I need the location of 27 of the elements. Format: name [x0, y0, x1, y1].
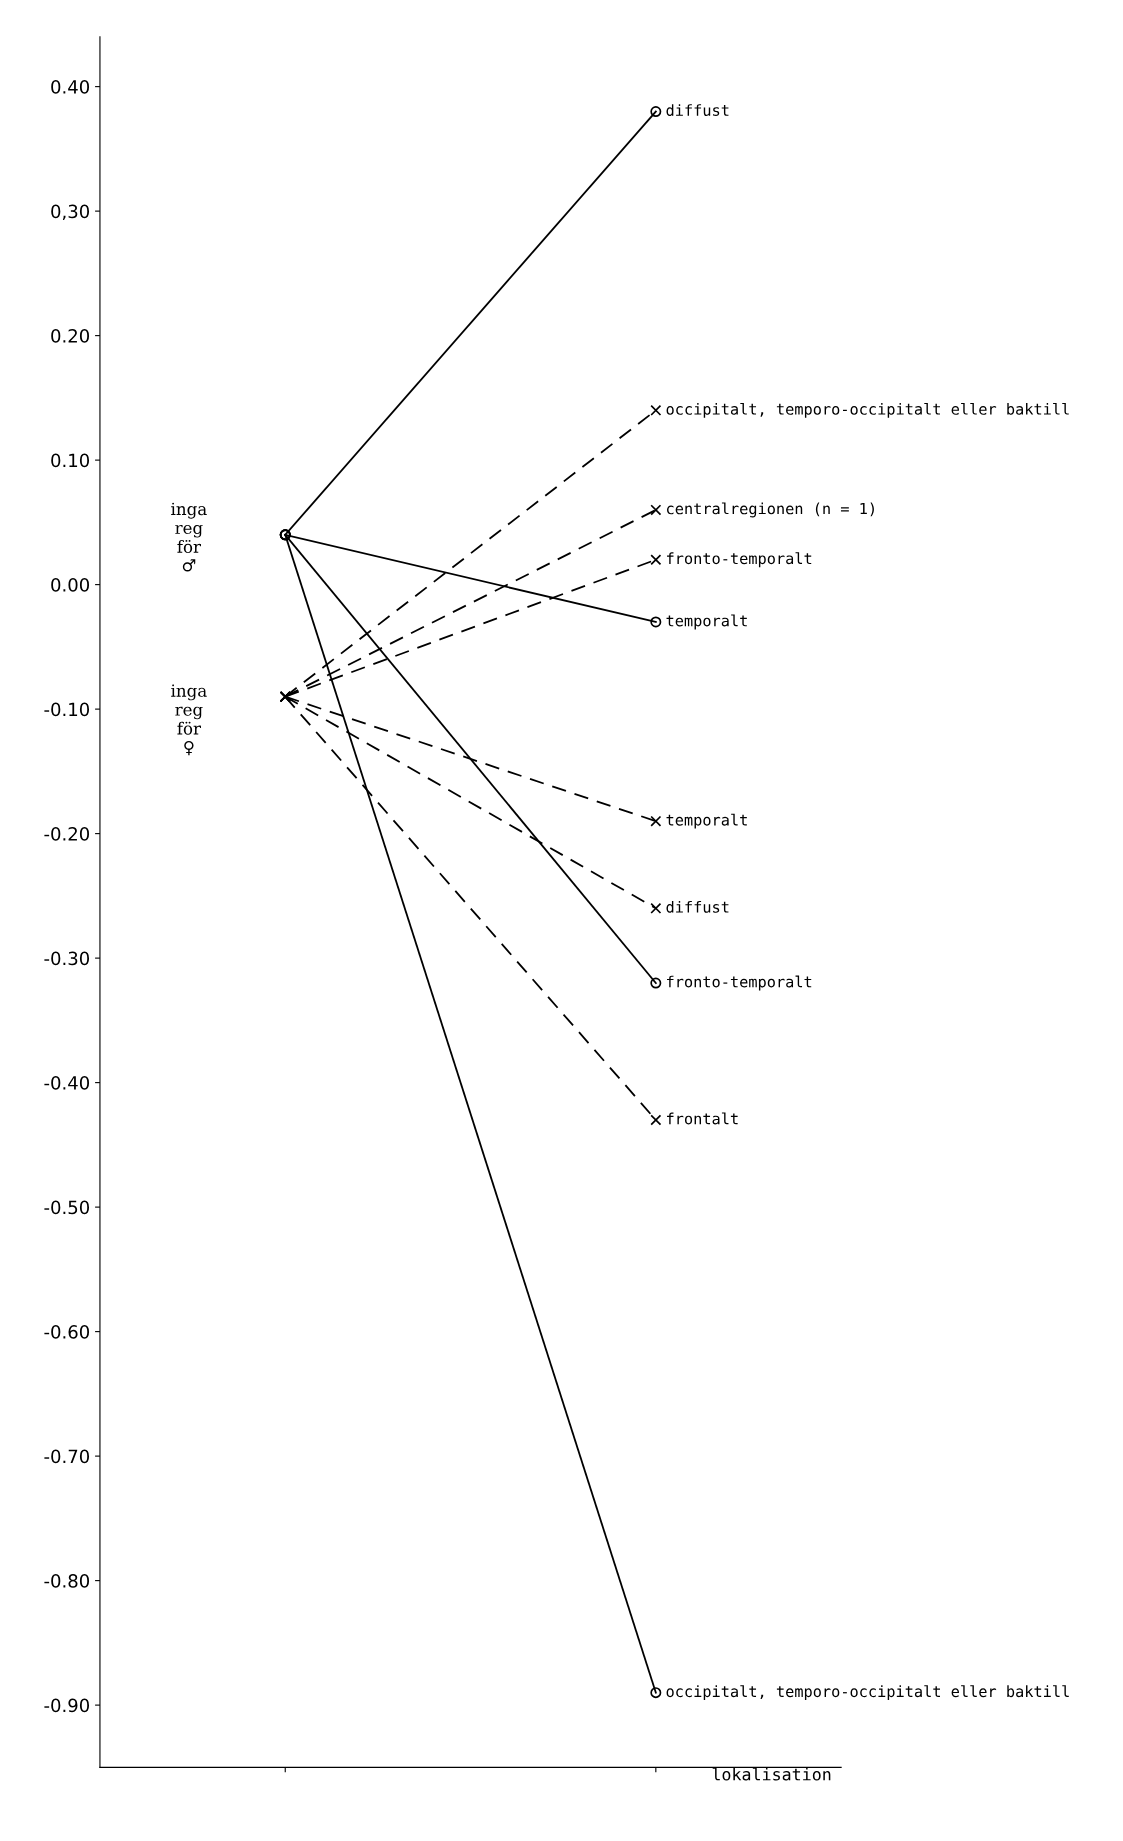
annotation: inga reg för ♂: [171, 502, 207, 572]
series-label: occipitalt, temporo-occipitalt eller baktill: [666, 1685, 1069, 1701]
series-label: temporalt: [666, 813, 747, 829]
series-label: frontalt: [667, 1112, 738, 1125]
y-tick-label: 0.40: [51, 80, 90, 94]
annotation: inga reg för ♀: [171, 684, 207, 756]
y-tick-label: -0.90: [44, 1698, 90, 1713]
series-label: diffust: [666, 900, 729, 913]
y-tick-label: -0.30: [44, 951, 90, 966]
series-label: centralregionen (n = 1): [667, 502, 874, 518]
y-tick-label: -0.40: [44, 1076, 90, 1090]
y-tick-label: 0.10: [51, 453, 90, 468]
y-tick-label: 0,30: [51, 204, 90, 221]
y-tick-label: -0.10: [44, 702, 90, 717]
y-tick-label: -0.20: [44, 827, 90, 841]
y-tick-label: 0.00: [51, 578, 90, 592]
series-label: occipitalt, temporo-occipitalt eller baktill: [666, 402, 1069, 418]
y-tick-label: -0.70: [44, 1449, 90, 1464]
series-label: fronto-temporalt: [667, 552, 812, 568]
series-label: fronto-temporalt: [667, 975, 812, 991]
y-tick-label: -0.50: [44, 1200, 90, 1215]
y-tick-label: 0.20: [51, 329, 90, 343]
y-tick-label: -0.80: [44, 1574, 90, 1588]
series-label: temporalt: [666, 614, 747, 630]
x-axis-title: lokalisation: [712, 1767, 831, 1781]
y-tick-label: -0.60: [44, 1325, 90, 1339]
series-label: diffust: [666, 104, 729, 116]
